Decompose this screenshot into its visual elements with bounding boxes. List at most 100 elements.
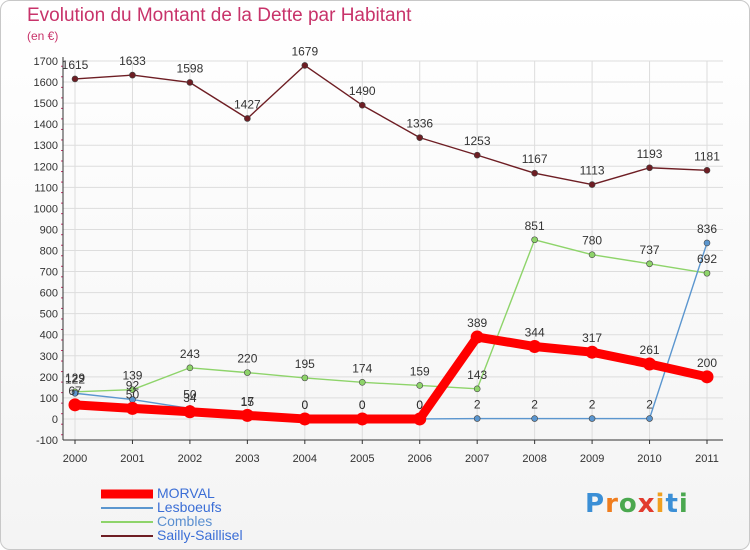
data-label-sailly-saillisel: 1113 — [580, 164, 605, 178]
y-tick-label: 1100 — [34, 182, 58, 194]
series-line-combles — [74, 239, 708, 393]
legend-label-sailly-saillisel: Sailly-Saillisel — [157, 527, 243, 543]
data-label-morval: 0 — [301, 398, 308, 412]
data-label-combles: 143 — [467, 368, 487, 382]
data-label-lesboeufs: 15 — [241, 395, 255, 409]
data-point-lesboeufs — [71, 389, 79, 397]
data-label-sailly-saillisel: 1598 — [177, 61, 204, 75]
chart-title: Evolution du Montant de la Dette par Hab… — [27, 5, 412, 26]
data-label-morval: 261 — [640, 343, 660, 357]
data-point-sailly-saillisel — [129, 71, 136, 79]
proxiti-logo: Proxiti — [585, 489, 689, 519]
data-label-sailly-saillisel: 1253 — [464, 134, 491, 148]
data-point-sailly-saillisel — [244, 115, 251, 122]
data-point-lesboeufs — [646, 415, 653, 422]
data-point-morval — [528, 340, 542, 354]
data-point-morval — [413, 412, 427, 426]
y-tick-label: 1500 — [34, 98, 58, 110]
legend-label-lesboeufs: Lesboeufs — [157, 499, 222, 515]
data-point-morval — [585, 345, 599, 359]
y-tick-label: 600 — [40, 288, 58, 300]
data-point-morval — [240, 408, 254, 422]
x-tick-label: 2009 — [580, 453, 604, 465]
data-point-combles — [531, 236, 538, 244]
data-label-combles: 220 — [237, 352, 257, 366]
y-tick-label: 200 — [40, 372, 58, 384]
y-tick-label: 900 — [40, 224, 58, 236]
y-tick-label: 1600 — [34, 77, 58, 89]
data-label-combles: 780 — [582, 234, 602, 248]
data-point-sailly-saillisel — [646, 164, 653, 172]
data-point-sailly-saillisel — [186, 79, 194, 86]
x-tick-label: 2007 — [465, 453, 489, 465]
data-point-morval — [183, 405, 197, 419]
data-label-sailly-saillisel: 1336 — [406, 117, 433, 131]
y-tick-label: 500 — [40, 309, 58, 321]
legend-swatch-morval — [101, 489, 153, 499]
data-point-morval — [68, 398, 82, 412]
legend-swatch-lesboeufs — [101, 507, 153, 509]
data-point-sailly-saillisel — [358, 101, 366, 109]
x-tick-label: 2002 — [178, 453, 202, 465]
data-point-morval — [700, 370, 714, 384]
data-label-sailly-saillisel: 1490 — [349, 84, 376, 98]
data-point-sailly-saillisel — [301, 62, 309, 69]
data-label-sailly-saillisel: 1615 — [62, 58, 89, 72]
x-tick-label: 2005 — [350, 453, 374, 465]
data-label-lesboeufs: 836 — [697, 222, 717, 236]
data-point-combles — [703, 269, 711, 277]
data-point-morval — [355, 412, 369, 426]
data-label-combles: 692 — [697, 252, 717, 266]
data-label-lesboeufs: 122 — [65, 372, 85, 386]
data-point-morval — [298, 412, 312, 426]
data-label-morval: 50 — [126, 387, 140, 401]
y-tick-label: 0 — [52, 414, 58, 426]
data-point-combles — [646, 260, 653, 268]
legend-swatch-combles — [101, 521, 153, 523]
data-label-lesboeufs: 50 — [183, 387, 197, 401]
data-point-combles — [473, 385, 481, 393]
x-tick-label: 2004 — [293, 453, 317, 465]
y-tick-label: 400 — [40, 330, 58, 342]
x-tick-label: 2008 — [522, 453, 546, 465]
y-tick-label: 800 — [40, 246, 58, 258]
data-label-combles: 174 — [352, 361, 372, 375]
y-tick-label: 700 — [40, 267, 58, 279]
data-label-lesboeufs: 2 — [589, 398, 596, 412]
legend-label-combles: Combles — [157, 513, 213, 529]
data-point-combles — [129, 386, 136, 393]
data-label-sailly-saillisel: 1679 — [291, 44, 318, 58]
data-label-combles: 159 — [410, 364, 430, 378]
data-label-sailly-saillisel: 1193 — [637, 147, 663, 161]
data-point-lesboeufs — [703, 239, 711, 247]
data-point-morval — [643, 357, 657, 371]
x-tick-label: 2000 — [63, 453, 87, 465]
data-label-sailly-saillisel: 1181 — [694, 149, 720, 163]
data-point-combles — [416, 382, 424, 389]
y-tick-label: 1300 — [34, 140, 58, 152]
data-label-sailly-saillisel: 1427 — [234, 97, 261, 111]
data-label-morval: 200 — [697, 356, 717, 370]
y-tick-label: 1400 — [34, 119, 58, 131]
data-point-lesboeufs — [531, 415, 538, 422]
y-tick-label: 1700 — [34, 56, 58, 68]
data-label-sailly-saillisel: 1167 — [522, 152, 548, 166]
data-point-combles — [301, 374, 309, 382]
data-point-sailly-saillisel — [71, 75, 79, 83]
chart-unit-label: (en €) — [27, 29, 59, 43]
data-point-lesboeufs — [588, 415, 596, 422]
y-tick-label: 100 — [40, 393, 58, 405]
y-tick-label: 1200 — [34, 161, 58, 173]
data-point-sailly-saillisel — [473, 151, 481, 159]
data-label-morval: 389 — [467, 316, 487, 330]
x-tick-label: 2006 — [407, 453, 431, 465]
data-label-morval: 0 — [416, 398, 423, 412]
data-label-combles: 737 — [640, 243, 660, 257]
data-label-lesboeufs: 0 — [301, 398, 308, 412]
data-label-morval: 67 — [68, 384, 82, 398]
data-label-morval: 0 — [359, 398, 366, 412]
x-tick-label: 2010 — [637, 453, 661, 465]
data-label-lesboeufs: 2 — [646, 398, 653, 412]
